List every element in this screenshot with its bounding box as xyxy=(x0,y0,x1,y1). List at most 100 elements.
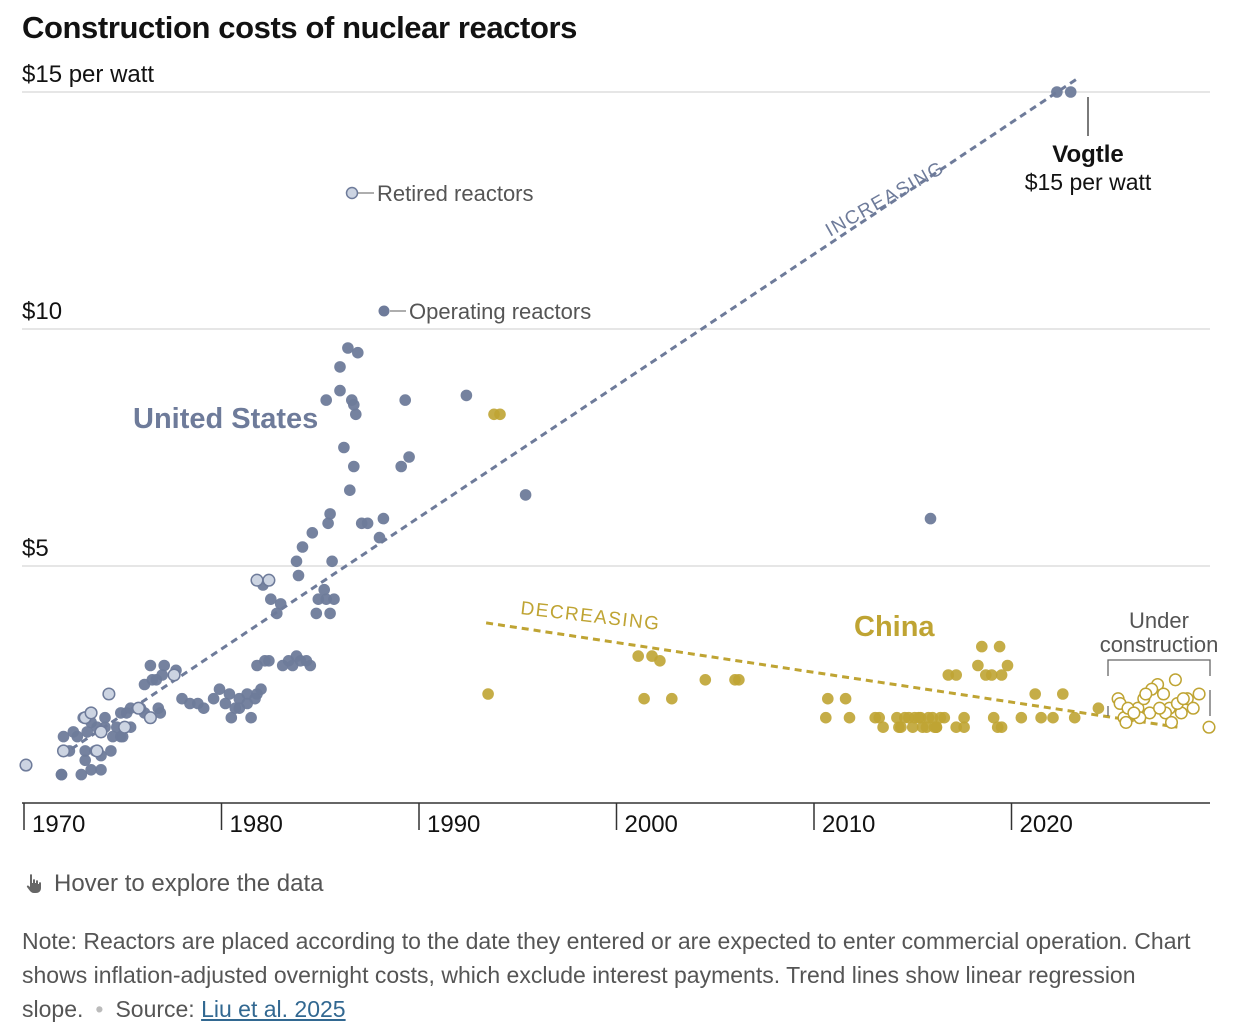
us-retired-point[interactable] xyxy=(143,711,157,725)
us-retired-point[interactable] xyxy=(102,687,116,701)
us-operating-point[interactable] xyxy=(312,593,325,605)
us-operating-point[interactable] xyxy=(75,768,88,781)
china-under-construction-point[interactable] xyxy=(1186,701,1200,715)
china-operating-point[interactable] xyxy=(869,711,881,724)
china-operating-point[interactable] xyxy=(843,711,856,724)
us-operating-point[interactable] xyxy=(105,745,117,757)
us-retired-point[interactable] xyxy=(262,573,276,587)
us-operating-point[interactable] xyxy=(176,692,188,705)
china-under-construction-point[interactable] xyxy=(1153,701,1167,715)
china-under-construction-point[interactable] xyxy=(1176,692,1190,706)
china-operating-point[interactable] xyxy=(995,669,1008,681)
china-operating-point[interactable] xyxy=(985,669,998,681)
china-operating-point[interactable] xyxy=(908,711,921,724)
us-operating-point[interactable] xyxy=(265,593,277,605)
china-operating-point[interactable] xyxy=(1001,659,1014,672)
us-operating-point[interactable] xyxy=(223,688,236,700)
us-operating-point[interactable] xyxy=(1064,86,1077,98)
china-operating-point[interactable] xyxy=(920,721,933,733)
us-operating-point[interactable] xyxy=(300,655,313,667)
us-operating-point[interactable] xyxy=(107,730,119,743)
us-operating-point[interactable] xyxy=(71,730,84,743)
us-retired-point[interactable] xyxy=(19,758,33,772)
us-operating-point[interactable] xyxy=(219,697,232,710)
us-operating-point[interactable] xyxy=(241,697,253,710)
china-operating-point[interactable] xyxy=(839,692,852,705)
us-operating-point[interactable] xyxy=(255,683,267,695)
china-operating-point[interactable] xyxy=(822,692,834,705)
us-retired-point[interactable] xyxy=(56,744,71,758)
us-operating-point[interactable] xyxy=(348,460,360,473)
us-retired-point[interactable] xyxy=(84,706,98,720)
us-operating-point[interactable] xyxy=(326,555,338,568)
us-retired-point[interactable] xyxy=(131,701,146,715)
hover-hint[interactable]: Hover to explore the data xyxy=(22,870,324,898)
china-operating-point[interactable] xyxy=(666,692,678,705)
us-operating-point[interactable] xyxy=(85,764,97,776)
china-operating-point[interactable] xyxy=(654,655,666,667)
us-operating-point[interactable] xyxy=(348,399,360,411)
us-operating-point[interactable] xyxy=(158,659,170,672)
us-operating-point[interactable] xyxy=(79,745,91,757)
us-operating-point[interactable] xyxy=(276,659,289,672)
us-operating-point[interactable] xyxy=(95,764,107,776)
us-operating-point[interactable] xyxy=(274,598,287,610)
us-operating-point[interactable] xyxy=(324,508,336,520)
us-operating-point[interactable] xyxy=(292,569,305,582)
us-retired-point[interactable] xyxy=(90,744,104,758)
us-operating-point[interactable] xyxy=(1051,86,1063,98)
china-under-construction-point[interactable] xyxy=(1168,673,1182,687)
us-operating-point[interactable] xyxy=(395,460,408,473)
us-operating-point[interactable] xyxy=(115,707,127,719)
china-under-construction-point[interactable] xyxy=(1202,720,1216,734)
china-operating-point[interactable] xyxy=(987,711,1000,724)
us-operating-point[interactable] xyxy=(338,441,350,454)
us-operating-point[interactable] xyxy=(144,659,157,672)
us-operating-point[interactable] xyxy=(192,697,204,710)
us-operating-point[interactable] xyxy=(924,512,937,525)
china-operating-point[interactable] xyxy=(950,669,962,681)
china-under-construction-point[interactable] xyxy=(1156,687,1171,701)
us-operating-point[interactable] xyxy=(334,361,346,373)
china-operating-point[interactable] xyxy=(1068,711,1081,724)
us-operating-point[interactable] xyxy=(271,607,283,620)
us-operating-point[interactable] xyxy=(81,726,93,738)
china-operating-point[interactable] xyxy=(638,692,650,705)
china-operating-point[interactable] xyxy=(972,659,984,672)
us-operating-point[interactable] xyxy=(373,531,386,544)
us-operating-point[interactable] xyxy=(350,408,362,421)
us-operating-point[interactable] xyxy=(213,683,226,695)
china-operating-point[interactable] xyxy=(1035,711,1047,724)
us-operating-point[interactable] xyxy=(55,768,68,781)
china-operating-point[interactable] xyxy=(895,721,907,733)
china-operating-point[interactable] xyxy=(995,721,1008,733)
us-operating-point[interactable] xyxy=(156,669,168,681)
china-operating-point[interactable] xyxy=(993,640,1006,653)
china-operating-point[interactable] xyxy=(1015,711,1028,724)
us-operating-point[interactable] xyxy=(361,517,374,530)
us-operating-point[interactable] xyxy=(403,451,415,463)
us-operating-point[interactable] xyxy=(342,342,354,354)
us-operating-point[interactable] xyxy=(79,754,91,767)
china-operating-point[interactable] xyxy=(820,711,832,724)
china-operating-point[interactable] xyxy=(1092,702,1105,714)
us-retired-point[interactable] xyxy=(167,668,181,682)
china-operating-point[interactable] xyxy=(906,721,919,733)
us-operating-point[interactable] xyxy=(116,730,129,743)
us-operating-point[interactable] xyxy=(207,692,220,705)
china-operating-point[interactable] xyxy=(482,688,494,700)
china-operating-point[interactable] xyxy=(632,650,644,662)
china-operating-point[interactable] xyxy=(976,640,988,653)
china-operating-point[interactable] xyxy=(1047,711,1059,724)
us-operating-point[interactable] xyxy=(377,512,390,525)
us-operating-point[interactable] xyxy=(328,593,340,605)
us-operating-point[interactable] xyxy=(99,711,111,724)
china-under-construction-point[interactable] xyxy=(1192,687,1206,701)
china-operating-point[interactable] xyxy=(699,674,712,686)
china-operating-point[interactable] xyxy=(950,721,962,733)
source-link[interactable]: Liu et al. 2025 xyxy=(201,996,346,1022)
china-operating-point[interactable] xyxy=(877,721,889,733)
us-operating-point[interactable] xyxy=(322,517,334,530)
us-operating-point[interactable] xyxy=(296,541,309,553)
us-operating-point[interactable] xyxy=(245,711,257,724)
